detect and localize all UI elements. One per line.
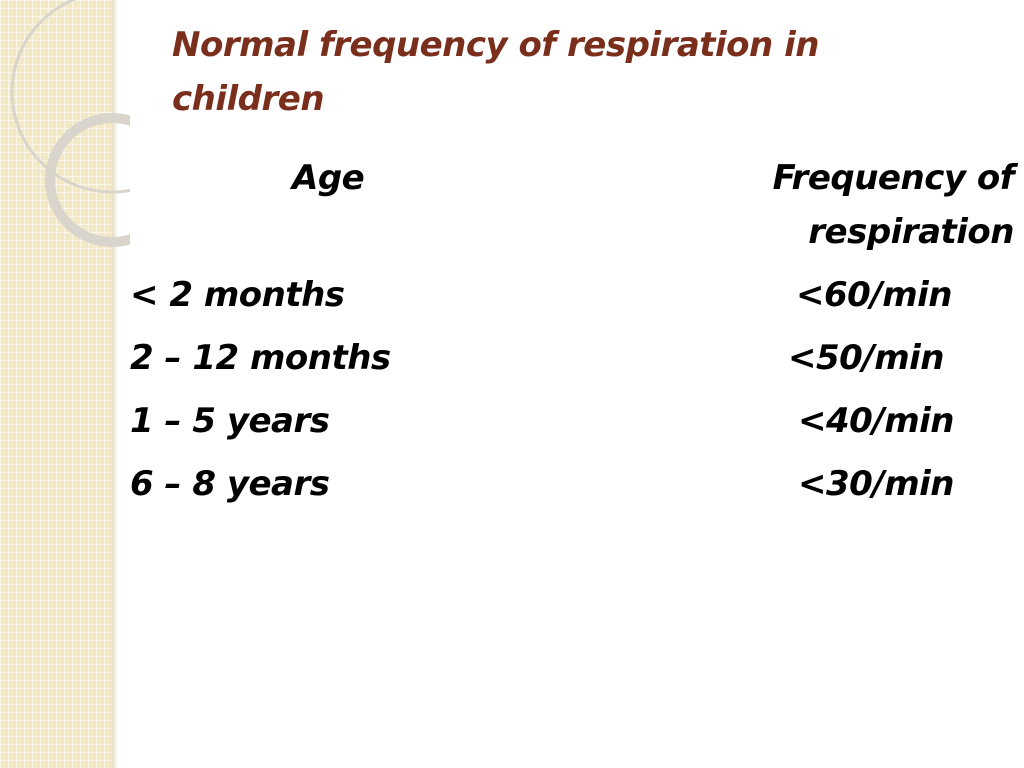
age-column-header: Age — [292, 158, 365, 198]
side-panel-edge — [112, 0, 118, 768]
frequency-column-header: Frequency of respiration — [772, 158, 1015, 252]
frequency-cell: <40/min — [798, 401, 955, 441]
age-cell: 6 – 8 years — [130, 464, 330, 504]
frequency-cell: <50/min — [788, 338, 945, 378]
age-cell: < 2 months — [130, 275, 345, 315]
slide-title: Normal frequency of respiration in child… — [172, 25, 819, 119]
frequency-cell: <60/min — [796, 275, 953, 315]
decorative-circle-small — [45, 113, 130, 247]
age-cell: 2 – 12 months — [130, 338, 391, 378]
decorative-circles — [10, 0, 130, 247]
age-cell: 1 – 5 years — [130, 401, 330, 441]
frequency-cell: <30/min — [798, 464, 955, 504]
decorative-circle-large — [10, 0, 130, 194]
